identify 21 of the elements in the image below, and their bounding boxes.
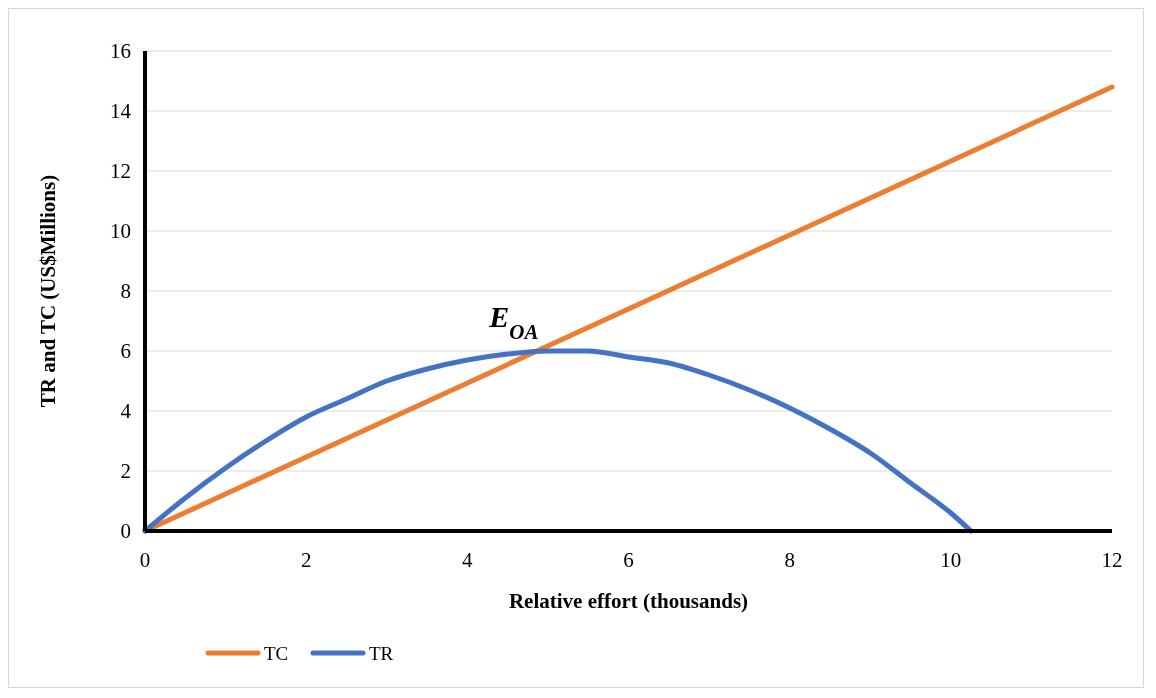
y-tick-label: 6: [120, 339, 131, 364]
annotation: E$_{OA}$: [488, 300, 539, 344]
x-tick-label: 0: [139, 548, 151, 572]
x-tick-label: 2: [300, 548, 312, 572]
legend-label: TC: [264, 642, 289, 664]
y-tick-label: 4: [120, 399, 132, 424]
x-tick-label: 10: [940, 548, 962, 572]
y-tick-label: 0: [120, 519, 131, 544]
y-tick-label: 10: [110, 219, 131, 244]
y-axis-title: TR and TC (US$Millions): [36, 174, 60, 408]
x-tick-label: 12: [1101, 548, 1123, 572]
legend-label: TR: [369, 642, 394, 664]
y-tick-label: 2: [120, 459, 131, 484]
y-tick-label: 14: [110, 99, 132, 124]
x-tick-label: 4: [462, 548, 474, 572]
y-tick-label: 8: [120, 279, 131, 304]
x-axis-title: Relative effort (thousands): [508, 589, 749, 613]
x-tick-label: 8: [784, 548, 795, 572]
x-tick-label: 6: [623, 548, 634, 572]
y-tick-label: 16: [110, 39, 131, 64]
y-tick-label: 12: [110, 159, 131, 184]
